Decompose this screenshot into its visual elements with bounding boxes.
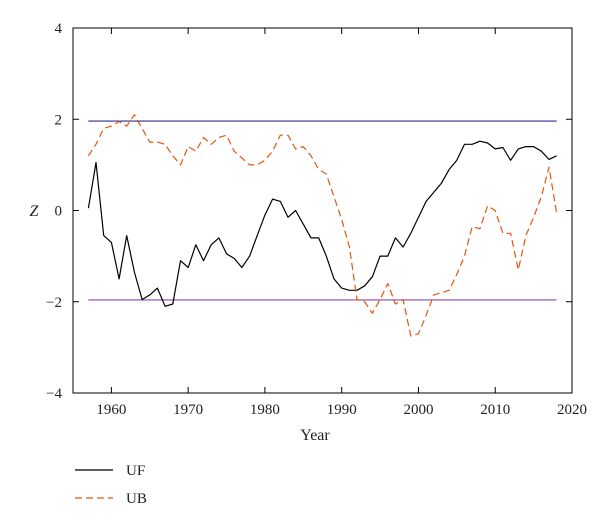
ticks-layer: 1960 1970 1980 1990 2000 2010 2020 −4 −2 0 2 4 (46, 21, 587, 418)
x-axis-label: Year (300, 427, 330, 444)
x-tick-label-2020: 2020 (557, 402, 587, 418)
series-line-uf (87, 140, 557, 307)
x-tick-label-2010: 2010 (480, 402, 510, 418)
plot-frame (72, 27, 573, 394)
x-tick-label-1990: 1990 (327, 402, 357, 418)
x-tick-label-1980: 1980 (250, 402, 280, 418)
y-tick-label-4: 4 (55, 21, 63, 37)
y-tick-label-0: 0 (55, 204, 63, 220)
legend: UF UB (75, 463, 147, 507)
reference-lines (88, 120, 557, 301)
series-line-ub (87, 114, 558, 337)
y-tick-label--4: −4 (46, 386, 62, 402)
series-layer (87, 114, 558, 337)
legend-label-uf: UF (126, 463, 145, 479)
x-tick-label-2000: 2000 (403, 402, 433, 418)
y-tick-label-2: 2 (55, 112, 63, 128)
y-axis-label: Z (30, 203, 40, 220)
y-tick-label--2: −2 (46, 295, 62, 311)
legend-label-ub: UB (126, 491, 147, 507)
x-tick-label-1960: 1960 (96, 402, 126, 418)
x-tick-label-1970: 1970 (173, 402, 203, 418)
